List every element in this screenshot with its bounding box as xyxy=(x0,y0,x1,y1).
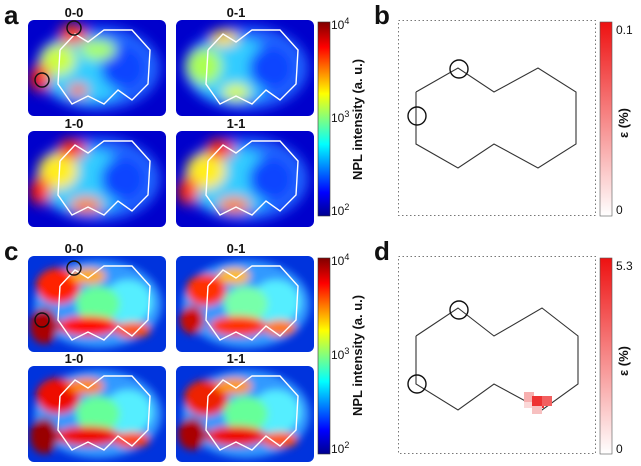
colorbar-tick-mid: 103 xyxy=(331,346,350,362)
map-title: 1-0 xyxy=(64,116,84,131)
map-title: 0-0 xyxy=(64,241,84,256)
strain-hotspot xyxy=(524,392,552,414)
colorbar-label-a: NPL intensity (a. u.) xyxy=(350,58,365,180)
map-title: 1-1 xyxy=(226,116,246,131)
map-title: 1-0 xyxy=(64,351,84,366)
npl-map-c-11 xyxy=(176,366,314,462)
npl-map-c-01 xyxy=(176,256,314,352)
npl-map-c-10 xyxy=(28,366,166,462)
npl-map-a-10 xyxy=(28,131,166,227)
map-title: 0-1 xyxy=(226,241,246,256)
strain-map-d xyxy=(398,256,596,454)
npl-map-c-00 xyxy=(28,256,166,352)
colorbar-tick-max: 104 xyxy=(331,16,350,32)
npl-map-a-11 xyxy=(176,131,314,227)
map-title: 1-1 xyxy=(226,351,246,366)
epsilon-label-d: ε (%) xyxy=(616,345,631,376)
colorbar-tick-min: 0 xyxy=(616,203,623,217)
npl-map-a-00 xyxy=(28,20,166,116)
map-title: 0-1 xyxy=(226,5,246,20)
npl-colorbar-a xyxy=(317,21,331,217)
colorbar-tick-min: 102 xyxy=(331,202,350,218)
strain-map-b xyxy=(398,20,596,216)
colorbar-tick-min: 102 xyxy=(331,440,350,456)
npl-map-a-01 xyxy=(176,20,314,116)
colorbar-tick-mid: 103 xyxy=(331,109,350,125)
colorbar-tick-max: 104 xyxy=(331,252,350,268)
panel-letter-b: b xyxy=(374,0,390,30)
colorbar-tick-max: 0.1 xyxy=(616,23,633,37)
map-title: 0-0 xyxy=(64,5,84,20)
colorbar-tick-min: 0 xyxy=(616,442,623,456)
colorbar-label-c: NPL intensity (a. u.) xyxy=(350,294,365,416)
colorbar-tick-max: 5.3 xyxy=(616,259,633,273)
panel-letter-c: c xyxy=(4,236,19,266)
panel-letter-d: d xyxy=(374,236,390,266)
strain-colorbar-b xyxy=(599,21,613,217)
npl-colorbar-c xyxy=(317,257,331,455)
epsilon-label-b: ε (%) xyxy=(616,107,631,138)
panel-letter-a: a xyxy=(4,0,19,30)
strain-colorbar-d xyxy=(599,257,613,455)
